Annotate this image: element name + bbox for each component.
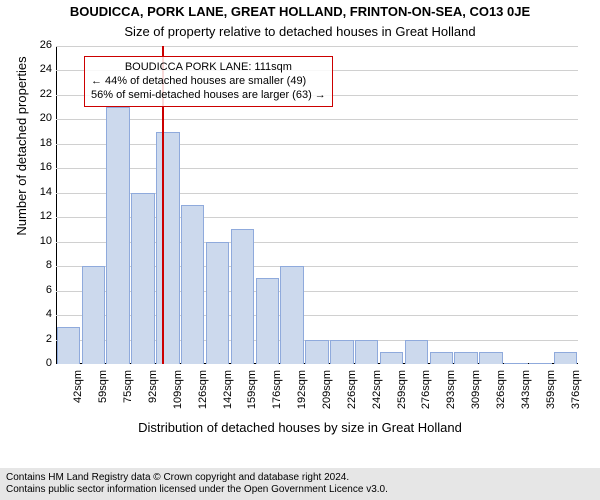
callout-line: 56% of semi-detached houses are larger (… bbox=[91, 89, 326, 103]
histogram-bar bbox=[305, 340, 328, 364]
histogram-bar bbox=[330, 340, 353, 364]
histogram-bar bbox=[206, 242, 229, 364]
x-tick-label: 242sqm bbox=[371, 370, 383, 420]
y-tick-label: 8 bbox=[26, 259, 52, 271]
y-tick-label: 12 bbox=[26, 210, 52, 222]
x-tick-label: 75sqm bbox=[122, 370, 134, 420]
property-callout: BOUDICCA PORK LANE: 111sqm← 44% of detac… bbox=[84, 56, 333, 107]
x-tick-label: 176sqm bbox=[271, 370, 283, 420]
y-tick-label: 20 bbox=[26, 112, 52, 124]
x-tick-label: 192sqm bbox=[296, 370, 308, 420]
x-tick-label: 109sqm bbox=[172, 370, 184, 420]
footer-line-1: Contains HM Land Registry data © Crown c… bbox=[6, 472, 594, 484]
gridline bbox=[56, 144, 578, 145]
x-tick-label: 359sqm bbox=[545, 370, 557, 420]
histogram-bar bbox=[454, 352, 477, 364]
gridline bbox=[56, 119, 578, 120]
histogram-bar bbox=[106, 107, 129, 364]
x-tick-label: 159sqm bbox=[246, 370, 258, 420]
gridline bbox=[56, 168, 578, 169]
histogram-bar bbox=[156, 132, 179, 364]
histogram-bar bbox=[181, 205, 204, 364]
x-tick-label: 293sqm bbox=[445, 370, 457, 420]
histogram-bar bbox=[231, 229, 254, 364]
property-size-histogram: BOUDICCA, PORK LANE, GREAT HOLLAND, FRIN… bbox=[0, 0, 600, 500]
callout-line: BOUDICCA PORK LANE: 111sqm bbox=[91, 61, 326, 75]
x-tick-label: 42sqm bbox=[72, 370, 84, 420]
histogram-bar bbox=[479, 352, 502, 364]
chart-title-sub: Size of property relative to detached ho… bbox=[0, 24, 600, 39]
x-axis-label: Distribution of detached houses by size … bbox=[0, 420, 600, 435]
histogram-bar bbox=[529, 363, 552, 364]
x-tick-label: 126sqm bbox=[197, 370, 209, 420]
y-tick-label: 10 bbox=[26, 235, 52, 247]
histogram-bar bbox=[405, 340, 428, 364]
x-tick-label: 343sqm bbox=[520, 370, 532, 420]
histogram-bar bbox=[131, 193, 154, 364]
x-tick-label: 92sqm bbox=[147, 370, 159, 420]
x-tick-label: 326sqm bbox=[495, 370, 507, 420]
y-tick-label: 16 bbox=[26, 161, 52, 173]
histogram-bar bbox=[554, 352, 577, 364]
histogram-bar bbox=[57, 327, 80, 364]
y-tick-label: 4 bbox=[26, 308, 52, 320]
histogram-bar bbox=[430, 352, 453, 364]
callout-line: ← 44% of detached houses are smaller (49… bbox=[91, 75, 326, 89]
gridline bbox=[56, 46, 578, 47]
y-tick-label: 14 bbox=[26, 186, 52, 198]
y-tick-label: 2 bbox=[26, 333, 52, 345]
histogram-bar bbox=[504, 363, 527, 364]
x-tick-label: 209sqm bbox=[321, 370, 333, 420]
x-tick-label: 59sqm bbox=[97, 370, 109, 420]
y-axis-line bbox=[56, 46, 57, 364]
x-tick-label: 376sqm bbox=[570, 370, 582, 420]
chart-title-main: BOUDICCA, PORK LANE, GREAT HOLLAND, FRIN… bbox=[0, 4, 600, 19]
x-tick-label: 276sqm bbox=[420, 370, 432, 420]
x-tick-label: 142sqm bbox=[222, 370, 234, 420]
y-tick-label: 24 bbox=[26, 63, 52, 75]
footer-attribution: Contains HM Land Registry data © Crown c… bbox=[0, 468, 600, 500]
y-tick-label: 26 bbox=[26, 39, 52, 51]
histogram-bar bbox=[355, 340, 378, 364]
y-tick-label: 6 bbox=[26, 284, 52, 296]
x-tick-label: 259sqm bbox=[396, 370, 408, 420]
histogram-bar bbox=[256, 278, 279, 364]
histogram-bar bbox=[380, 352, 403, 364]
x-tick-label: 309sqm bbox=[470, 370, 482, 420]
y-tick-label: 0 bbox=[26, 357, 52, 369]
x-tick-label: 226sqm bbox=[346, 370, 358, 420]
histogram-bar bbox=[82, 266, 105, 364]
footer-line-2: Contains public sector information licen… bbox=[6, 484, 594, 496]
y-tick-label: 18 bbox=[26, 137, 52, 149]
y-tick-label: 22 bbox=[26, 88, 52, 100]
histogram-bar bbox=[280, 266, 303, 364]
